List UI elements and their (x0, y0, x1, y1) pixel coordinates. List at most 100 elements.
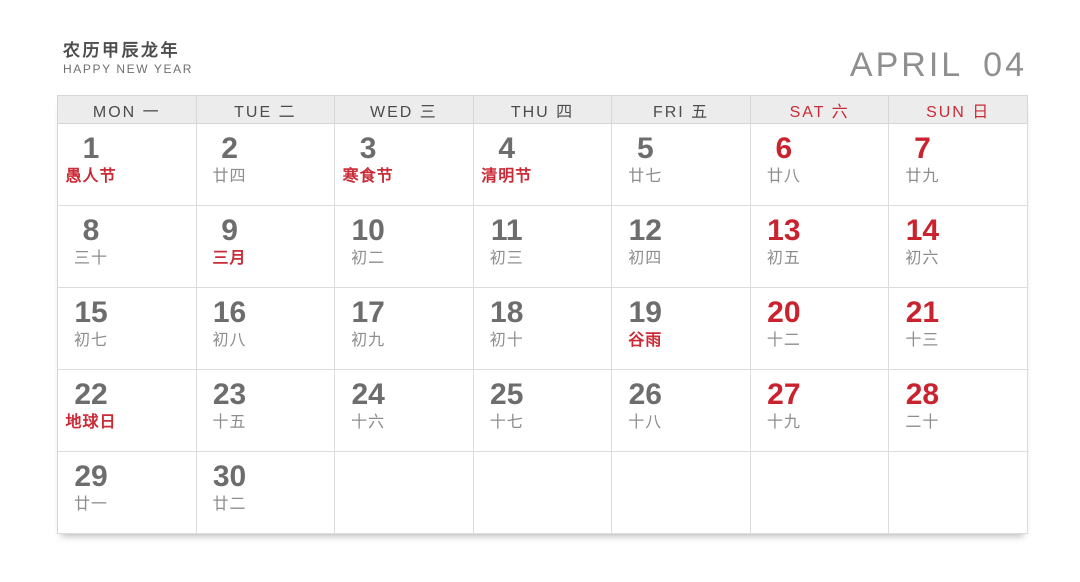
day-number: 27 (767, 378, 801, 411)
day-cell-content: 21 十三 (889, 296, 955, 353)
festival-label: 地球日 (65, 414, 117, 431)
day-cell: 24 十六 (335, 370, 474, 452)
day-cell-content: 4 清明节 (474, 132, 540, 189)
day-number: 24 (351, 378, 385, 411)
weekday-header: MON 一 (58, 96, 197, 124)
day-cell-content: 3 寒食节 (335, 132, 401, 189)
day-cell: 2 廿四 (196, 124, 336, 206)
happy-new-year-subtitle: HAPPY NEW YEAR (63, 62, 193, 76)
empty-day-cell (612, 452, 751, 534)
festival-label: 寒食节 (342, 168, 394, 185)
day-cell: 15 初七 (58, 288, 197, 370)
day-cell: 7 廿九 (889, 124, 1028, 206)
day-cell: 6 廿八 (750, 124, 890, 206)
day-number: 9 (221, 214, 238, 247)
lunar-year-title: 农历甲辰龙年 (63, 41, 180, 60)
day-cell: 1 愚人节 (58, 124, 197, 206)
day-number: 25 (490, 378, 524, 411)
day-cell: 28 二十 (889, 370, 1028, 452)
calendar: MON 一 TUE 二 WED 三 THU 四 FRI 五 SAT 六 SUN 日 1 愚人节… (57, 95, 1028, 534)
day-cell-content: 19 谷雨 (612, 296, 678, 353)
weekday-label: FRI 五 (652, 103, 710, 121)
day-cell: 23 十五 (196, 370, 336, 452)
day-cell: 9 三月 (196, 206, 336, 288)
day-cell: 29 廿一 (58, 452, 197, 534)
lunar-day-label: 初二 (351, 250, 386, 267)
empty-day-cell (889, 452, 1028, 534)
day-number: 29 (74, 460, 108, 493)
day-number: 11 (490, 214, 523, 247)
day-cell: 11 初三 (473, 206, 613, 288)
day-cell: 18 初十 (473, 288, 613, 370)
weekday-header: THU 四 (473, 96, 613, 124)
festival-label: 三月 (212, 250, 247, 267)
day-number: 28 (905, 378, 940, 411)
day-cell: 8 三十 (58, 206, 197, 288)
lunar-day-label: 初八 (212, 332, 247, 349)
lunar-day-label: 廿二 (212, 496, 247, 513)
day-number: 17 (351, 296, 385, 329)
weekday-header: TUE 二 (196, 96, 336, 124)
weekday-label: SAT 六 (789, 103, 850, 121)
day-number: 19 (628, 296, 662, 329)
lunar-day-label: 廿九 (905, 168, 940, 185)
day-number: 2 (221, 132, 238, 165)
day-number: 21 (905, 296, 940, 329)
weekday-header-row: MON 一 TUE 二 WED 三 THU 四 FRI 五 SAT 六 SUN 日 (58, 96, 1028, 124)
day-cell: 12 初四 (612, 206, 751, 288)
day-cell: 10 初二 (335, 206, 474, 288)
day-number: 16 (212, 296, 247, 329)
lunar-day-label: 十六 (351, 414, 386, 431)
day-number: 14 (905, 214, 940, 247)
day-number: 22 (74, 378, 108, 411)
weekday-label: TUE 二 (234, 103, 297, 121)
day-cell-content: 10 初二 (335, 214, 401, 271)
day-cell-content: 20 十二 (751, 296, 817, 353)
day-number: 20 (767, 296, 801, 329)
day-number: 7 (914, 132, 931, 165)
day-cell-content: 5 廿七 (612, 132, 678, 189)
day-cell-content: 2 廿四 (197, 132, 263, 189)
day-cell-content: 8 三十 (58, 214, 124, 271)
day-cell: 27 十九 (750, 370, 890, 452)
day-number: 3 (359, 132, 377, 165)
day-number: 5 (636, 132, 654, 165)
lunar-day-label: 初六 (905, 250, 940, 267)
empty-day-cell (750, 452, 890, 534)
lunar-day-label: 初四 (628, 250, 663, 267)
weekday-label: WED 三 (370, 103, 438, 121)
day-cell: 19 谷雨 (612, 288, 751, 370)
day-number: 13 (767, 214, 801, 247)
day-cell-content: 24 十六 (335, 378, 401, 435)
day-cell: 16 初八 (196, 288, 336, 370)
day-cell: 14 初六 (889, 206, 1028, 288)
day-cell-content: 26 十八 (612, 378, 678, 435)
day-cell-content: 23 十五 (197, 378, 263, 435)
day-number: 4 (498, 132, 516, 165)
month-number: 04 (983, 46, 1027, 84)
empty-day-cell (335, 452, 474, 534)
day-cell-content: 16 初八 (197, 296, 263, 353)
day-cell: 17 初九 (335, 288, 474, 370)
day-number: 26 (628, 378, 662, 411)
day-cell-content: 27 十九 (751, 378, 817, 435)
empty-day-cell (473, 452, 613, 534)
day-number: 10 (351, 214, 385, 247)
festival-label: 谷雨 (628, 332, 663, 349)
day-number: 30 (212, 460, 247, 493)
day-cell-content: 28 二十 (889, 378, 955, 435)
day-cell-content: 14 初六 (889, 214, 955, 271)
day-cell-content: 13 初五 (751, 214, 817, 271)
weekday-header: FRI 五 (612, 96, 751, 124)
month-name: APRIL (849, 46, 964, 84)
lunar-day-label: 廿七 (628, 168, 663, 185)
day-cell-content: 6 廿八 (751, 132, 817, 189)
lunar-day-label: 十二 (766, 332, 801, 349)
lunar-day-label: 二十 (905, 414, 940, 431)
day-cell-content: 11 初三 (474, 214, 540, 271)
day-number: 6 (775, 132, 793, 165)
day-cell: 26 十八 (612, 370, 751, 452)
day-cell-content: 18 初十 (474, 296, 540, 353)
day-cell-content: 9 三月 (197, 214, 263, 271)
lunar-day-label: 初九 (351, 332, 386, 349)
